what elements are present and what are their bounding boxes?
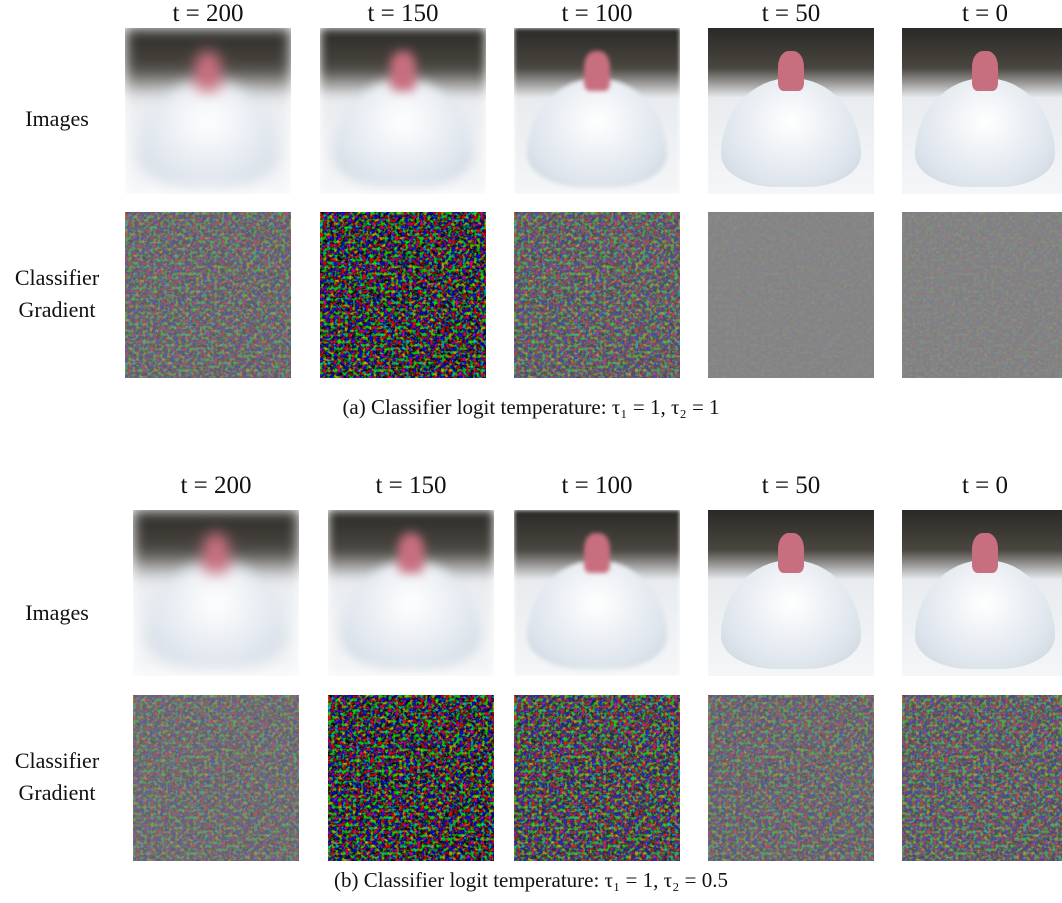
gradient-noise (902, 212, 1062, 378)
row-label: Classifier Gradient (2, 745, 112, 809)
image-content (708, 28, 874, 194)
noise (133, 695, 299, 861)
dress (527, 560, 666, 670)
dress (138, 78, 277, 188)
column-header: t = 0 (902, 0, 1062, 28)
dress (915, 78, 1054, 188)
column-header: t = 200 (133, 472, 299, 500)
generated-image (514, 510, 680, 676)
column-header: t = 100 (514, 472, 680, 500)
torso (972, 533, 999, 573)
gradient-image (133, 695, 299, 861)
image-content (902, 510, 1062, 676)
gradient-noise (514, 695, 680, 861)
gradient-noise (514, 212, 680, 378)
column-header: t = 150 (320, 0, 486, 28)
gradient-image (708, 695, 874, 861)
noise (320, 212, 486, 378)
generated-image (514, 28, 680, 194)
generated-image (902, 510, 1062, 676)
image-content (125, 28, 291, 194)
gradient-image (328, 695, 494, 861)
gradient-image (902, 695, 1062, 861)
column-header: t = 200 (125, 0, 291, 28)
dress (333, 78, 472, 188)
torso (778, 51, 805, 91)
torso (584, 533, 611, 573)
dress (721, 78, 860, 188)
column-header: t = 0 (902, 472, 1062, 500)
image-content (328, 510, 494, 676)
image-content (708, 510, 874, 676)
generated-image (133, 510, 299, 676)
torso (972, 51, 999, 91)
noise (514, 212, 680, 378)
gradient-image (514, 212, 680, 378)
gradient-image (902, 212, 1062, 378)
torso (398, 533, 425, 573)
row-label: Classifier Gradient (2, 262, 112, 326)
column-header: t = 150 (328, 472, 494, 500)
image-content (514, 510, 680, 676)
gradient-noise (133, 695, 299, 861)
torso (584, 51, 611, 91)
gradient-noise (708, 695, 874, 861)
dress (146, 560, 285, 670)
image-content (133, 510, 299, 676)
gradient-noise (320, 212, 486, 378)
gradient-noise (708, 212, 874, 378)
generated-image (708, 510, 874, 676)
gradient-noise (902, 695, 1062, 861)
dress (915, 560, 1054, 670)
noise (328, 695, 494, 861)
column-header: t = 100 (514, 0, 680, 28)
gradient-image (320, 212, 486, 378)
generated-image (125, 28, 291, 194)
noise (708, 695, 874, 861)
torso (390, 51, 417, 91)
generated-image (708, 28, 874, 194)
dress (341, 560, 480, 670)
caption: (b) Classifier logit temperature: τ₁ = 1… (0, 868, 1062, 893)
column-header: t = 50 (708, 472, 874, 500)
torso (778, 533, 805, 573)
gradient-noise (125, 212, 291, 378)
dress (527, 78, 666, 188)
gradient-noise (328, 695, 494, 861)
torso (195, 51, 222, 91)
figure: t = 200 t = 150 t = 100 t = 50 t = 0 Images Cl… (0, 0, 1062, 903)
row-label: Images (2, 597, 112, 629)
image-content (320, 28, 486, 194)
torso (203, 533, 230, 573)
image-content (514, 28, 680, 194)
noise (708, 212, 874, 378)
noise (902, 695, 1062, 861)
noise (514, 695, 680, 861)
generated-image (328, 510, 494, 676)
caption: (a) Classifier logit temperature: τ₁ = 1… (0, 395, 1062, 420)
row-label: Images (2, 103, 112, 135)
dress (721, 560, 860, 670)
noise (902, 212, 1062, 378)
image-content (902, 28, 1062, 194)
gradient-image (708, 212, 874, 378)
generated-image (902, 28, 1062, 194)
noise (125, 212, 291, 378)
generated-image (320, 28, 486, 194)
column-header: t = 50 (708, 0, 874, 28)
gradient-image (514, 695, 680, 861)
gradient-image (125, 212, 291, 378)
